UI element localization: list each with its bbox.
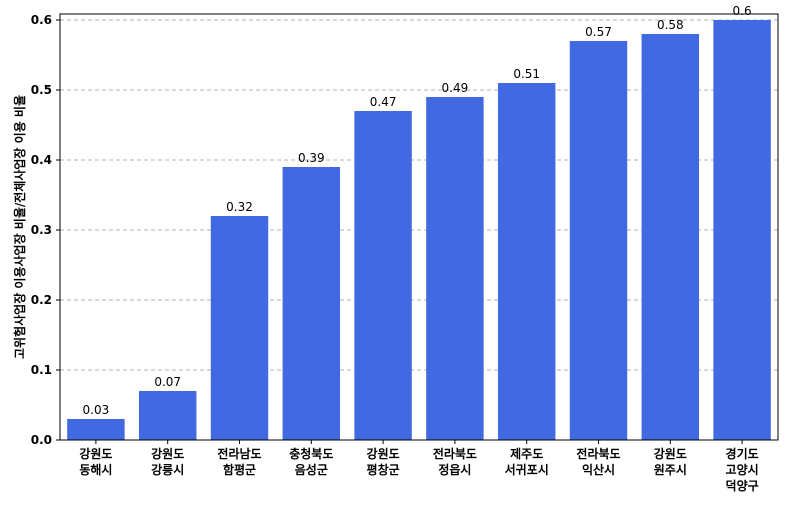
data-label: 0.39 <box>298 151 325 165</box>
y-tick-labels: 0.0 0.1 0.2 0.3 0.4 0.5 0.6 <box>31 13 60 447</box>
y-tick-label: 0.0 <box>31 433 52 447</box>
plot-frame <box>59 13 779 441</box>
bar <box>67 419 125 440</box>
bar <box>210 216 269 440</box>
bar <box>713 20 771 440</box>
bar <box>354 111 412 440</box>
bar <box>497 83 556 440</box>
data-label: 0.49 <box>442 81 469 95</box>
x-tick-label: 강원도 동해시 <box>79 447 112 477</box>
x-tick-label: 전라북도 정읍시 <box>433 446 477 477</box>
x-tick-label: 강원도 원주시 <box>654 447 687 477</box>
y-axis-title: 고위험사업장 이용사업장 비율/전체사업장 이용 비율 <box>12 95 27 359</box>
x-tick-label: 강원도 평창군 <box>367 447 400 477</box>
data-label: 0.47 <box>370 95 397 109</box>
bar <box>282 167 341 440</box>
x-tick-label: 전라북도 익산시 <box>576 446 620 477</box>
data-label: 0.32 <box>226 200 253 214</box>
x-tick-label: 제주도 서귀포시 <box>505 447 549 477</box>
bar <box>138 391 197 440</box>
bars <box>67 20 771 440</box>
data-label: 0.6 <box>733 4 752 18</box>
x-tick-label: 전라남도 함평군 <box>217 446 261 477</box>
y-tick-label: 0.6 <box>31 13 52 27</box>
data-label: 0.57 <box>585 25 612 39</box>
data-label: 0.51 <box>513 67 540 81</box>
y-tick-label: 0.1 <box>31 363 52 377</box>
data-label: 0.07 <box>154 375 181 389</box>
bar <box>426 97 484 440</box>
x-tick-label: 경기도 고양시 덕양구 <box>726 446 759 493</box>
data-label: 0.03 <box>83 403 110 417</box>
data-label: 0.58 <box>657 18 684 32</box>
x-tick-label: 충청북도 음성군 <box>289 446 333 477</box>
y-tick-label: 0.2 <box>31 293 52 307</box>
y-tick-label: 0.5 <box>31 83 52 97</box>
x-tick-label: 강원도 강릉시 <box>151 447 184 477</box>
y-tick-label: 0.3 <box>31 223 52 237</box>
x-tick-labels: 강원도 동해시 강원도 강릉시 전라남도 함평군 충청북도 음성군 강원도 평창군 전라북도 정읍시 제… <box>79 440 759 493</box>
data-labels: 0.03 0.07 0.32 0.39 0.47 0.49 0.51 0.57 0.58 0.6 <box>83 4 752 417</box>
bar <box>569 41 628 440</box>
bar <box>641 34 700 440</box>
y-tick-label: 0.4 <box>31 153 52 167</box>
